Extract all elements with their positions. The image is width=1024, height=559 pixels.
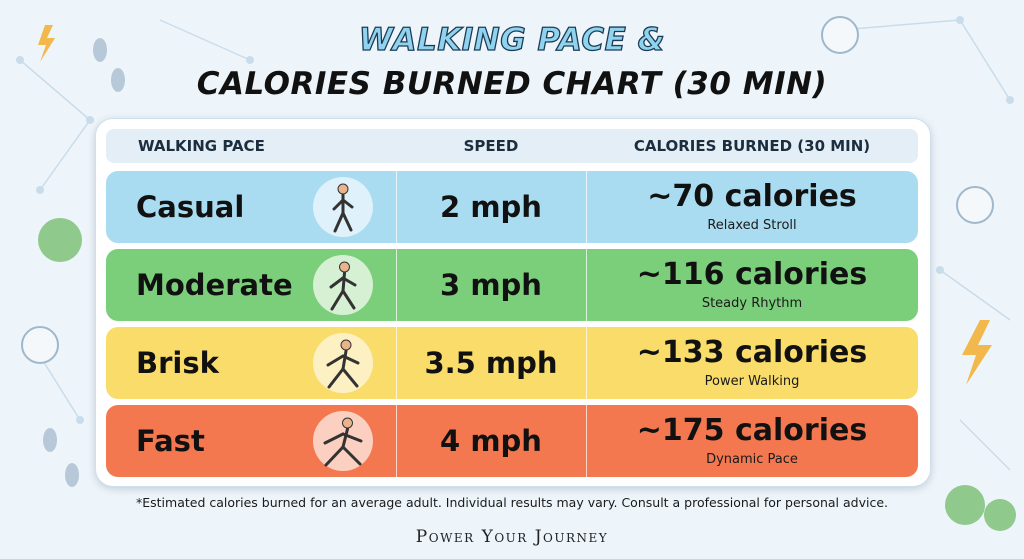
calories-value: ~116 calories — [636, 257, 868, 292]
calories-value: ~70 calories — [647, 179, 857, 214]
title-line: CALORIES BURNED CHART (30 MIN) — [196, 66, 828, 102]
calories-value: ~175 calories — [636, 413, 868, 448]
table-row: Casual 2 mph ~70 calories Relaxed Stroll — [106, 171, 918, 243]
footnote: *Estimated calories burned for an averag… — [135, 495, 888, 510]
table-header: WALKING PACE SPEED CALORIES BURNED (30 M… — [106, 129, 918, 163]
walker-icon — [313, 255, 373, 315]
column-header: CALORIES BURNED (30 MIN) — [633, 137, 871, 155]
walker-icon — [313, 333, 373, 393]
speed-value: 4 mph — [440, 424, 542, 458]
walker-icon — [313, 177, 373, 237]
column-divider — [586, 327, 587, 399]
pace-note: Relaxed Stroll — [707, 218, 797, 233]
column-divider — [396, 249, 397, 321]
pace-label: Moderate — [136, 268, 293, 302]
table: WALKING PACE SPEED CALORIES BURNED (30 M… — [95, 118, 931, 487]
table-row: Moderate 3 mph ~116 calories Steady Rhythm — [106, 249, 918, 321]
walker-icon — [313, 411, 373, 471]
pace-label: Brisk — [136, 346, 219, 380]
pace-label: Fast — [136, 424, 205, 458]
calories-value: ~133 calories — [636, 335, 868, 370]
column-divider — [586, 171, 587, 243]
pace-note: Dynamic Pace — [706, 452, 798, 467]
pace-note: Power Walking — [704, 374, 800, 389]
column-header: SPEED — [463, 137, 519, 155]
table-row: Brisk 3.5 mph ~133 calories Power Walking — [106, 327, 918, 399]
column-header: WALKING PACE — [138, 137, 265, 155]
pace-label: Casual — [136, 190, 245, 224]
column-divider — [586, 405, 587, 477]
column-divider — [396, 171, 397, 243]
table-row: Fast 4 mph ~175 calories Dynamic Pace — [106, 405, 918, 477]
column-divider — [586, 249, 587, 321]
column-divider — [396, 405, 397, 477]
column-divider — [396, 327, 397, 399]
title-line: WALKING PACE & — [358, 21, 666, 58]
speed-value: 2 mph — [440, 190, 542, 224]
brand: Power Your Journey — [415, 527, 609, 547]
speed-value: 3 mph — [440, 268, 542, 302]
speed-value: 3.5 mph — [424, 346, 558, 380]
pace-note: Steady Rhythm — [701, 296, 803, 311]
